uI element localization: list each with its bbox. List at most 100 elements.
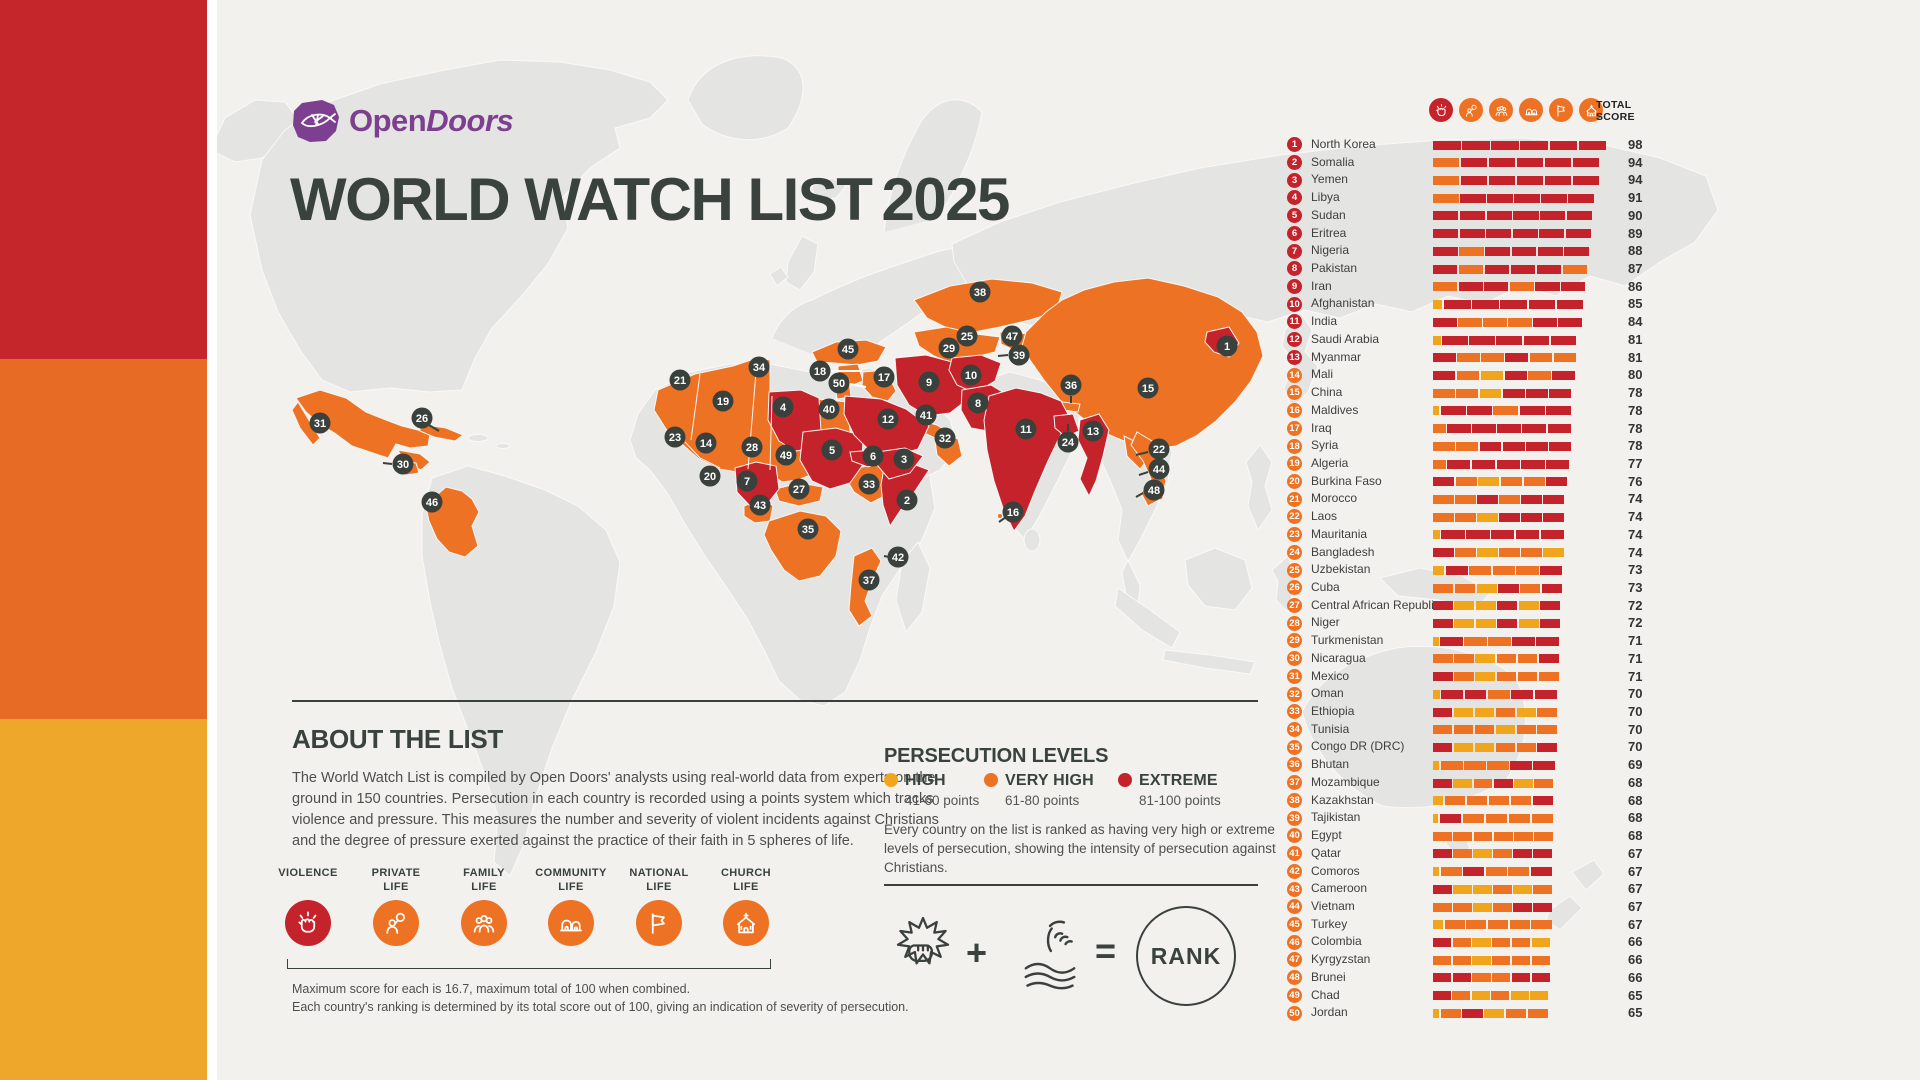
country-score: 70 bbox=[1628, 686, 1643, 702]
map-marker-28 bbox=[741, 436, 763, 458]
about-body: The World Watch List is compiled by Open… bbox=[292, 770, 939, 849]
bar-segment bbox=[1504, 370, 1527, 380]
sphere-icon-circle bbox=[373, 900, 419, 946]
map-marker-45 bbox=[837, 338, 859, 360]
bar-segment bbox=[1469, 565, 1492, 575]
country-row: 18 Syria 78 bbox=[1287, 437, 1687, 455]
score-bar bbox=[1433, 778, 1555, 788]
score-bar bbox=[1433, 707, 1558, 717]
bar-segment bbox=[1526, 388, 1548, 398]
sphere-icon-circle bbox=[548, 900, 594, 946]
bar-segment bbox=[1471, 991, 1490, 1001]
bar-segment bbox=[1441, 689, 1464, 699]
map-marker-number: 48 bbox=[1148, 485, 1160, 497]
score-bar bbox=[1433, 991, 1550, 1001]
rank-badge: 3 bbox=[1287, 172, 1302, 188]
score-bar bbox=[1433, 300, 1585, 310]
country-name: Syria bbox=[1311, 438, 1339, 453]
bar-segment bbox=[1487, 689, 1510, 699]
bar-segment bbox=[1442, 335, 1468, 345]
bar-segment bbox=[1454, 619, 1475, 629]
country-score: 70 bbox=[1628, 704, 1643, 720]
map-marker-number: 45 bbox=[842, 344, 854, 356]
country-score: 74 bbox=[1628, 491, 1643, 507]
bar-segment bbox=[1472, 300, 1499, 310]
bar-segment bbox=[1511, 937, 1531, 947]
bar-segment bbox=[1455, 477, 1477, 487]
score-bar bbox=[1433, 335, 1578, 345]
bar-segment bbox=[1433, 370, 1456, 380]
country-score: 73 bbox=[1628, 562, 1643, 578]
country-row: 1 North Korea 98 bbox=[1287, 136, 1687, 154]
map-marker-number: 31 bbox=[314, 418, 326, 430]
bar-segment bbox=[1565, 229, 1591, 239]
rank-badge: 28 bbox=[1287, 615, 1302, 631]
bar-segment bbox=[1516, 565, 1539, 575]
right-divider bbox=[884, 884, 1258, 886]
bar-segment bbox=[1533, 884, 1552, 894]
bar-segment bbox=[1443, 300, 1471, 310]
bar-segment bbox=[1433, 477, 1455, 487]
map-marker-12 bbox=[877, 408, 899, 430]
country-score: 91 bbox=[1628, 190, 1643, 206]
map-marker-number: 4 bbox=[780, 402, 787, 414]
country-score: 70 bbox=[1628, 721, 1643, 737]
rank-badge: 20 bbox=[1287, 473, 1302, 489]
rank-badge: 41 bbox=[1287, 846, 1302, 862]
map-marker-number: 38 bbox=[974, 287, 986, 299]
score-bar bbox=[1433, 530, 1565, 540]
country-row: 15 China 78 bbox=[1287, 384, 1687, 402]
bar-segment bbox=[1433, 300, 1443, 310]
flag-icon bbox=[651, 913, 665, 934]
bar-segment bbox=[1472, 955, 1491, 965]
country-name: Pakistan bbox=[1311, 261, 1358, 276]
map-marker-number: 50 bbox=[833, 378, 845, 390]
country-score: 71 bbox=[1628, 668, 1643, 684]
country-score: 65 bbox=[1628, 1005, 1643, 1021]
open-doors-logo: OpenDoors bbox=[292, 98, 712, 144]
sphere-item: FAMILY LIFE bbox=[440, 866, 528, 970]
bar-segment bbox=[1483, 317, 1507, 327]
country-row: 28 Niger 72 bbox=[1287, 614, 1687, 632]
bar-segment bbox=[1493, 406, 1519, 416]
map-marker-number: 23 bbox=[669, 432, 681, 444]
bar-segment bbox=[1452, 973, 1471, 983]
level-points: 61-80 points bbox=[1005, 793, 1080, 808]
bar-segment bbox=[1487, 760, 1509, 770]
map-marker-22 bbox=[1148, 438, 1170, 460]
score-column-icons bbox=[1429, 98, 1603, 122]
bar-segment bbox=[1464, 636, 1487, 646]
country-score: 68 bbox=[1628, 810, 1643, 826]
sphere-label-line1: PRIVATE bbox=[371, 867, 421, 879]
sphere-label-line1: NATIONAL bbox=[629, 867, 689, 879]
country-name: Mexico bbox=[1311, 668, 1350, 683]
bar-segment bbox=[1533, 760, 1556, 770]
bar-segment bbox=[1516, 158, 1544, 168]
country-name: Somalia bbox=[1311, 154, 1355, 169]
country-row: 35 Congo DR (DRC) 70 bbox=[1287, 738, 1687, 756]
rank-badge: 44 bbox=[1287, 899, 1302, 915]
country-score: 71 bbox=[1628, 650, 1643, 666]
bar-segment bbox=[1509, 282, 1534, 292]
map-marker-number: 5 bbox=[829, 445, 835, 457]
bar-segment bbox=[1491, 991, 1510, 1001]
score-bar bbox=[1433, 796, 1555, 806]
bar-segment bbox=[1433, 282, 1458, 292]
score-label: SCORE bbox=[1596, 110, 1635, 123]
bar-segment bbox=[1527, 1008, 1548, 1018]
map-marker-18 bbox=[809, 360, 831, 382]
country-row: 30 Nicaragua 71 bbox=[1287, 650, 1687, 668]
map-marker-50 bbox=[828, 372, 850, 394]
bar-segment bbox=[1492, 937, 1511, 947]
country-name: Jordan bbox=[1311, 1005, 1348, 1020]
bar-segment bbox=[1454, 601, 1475, 611]
bar-segment bbox=[1433, 530, 1440, 540]
map-marker-40 bbox=[818, 398, 840, 420]
bar-segment bbox=[1549, 441, 1571, 451]
score-bar bbox=[1433, 565, 1564, 575]
bar-segment bbox=[1556, 300, 1584, 310]
country-name: Algeria bbox=[1311, 455, 1349, 470]
country-row: 2 Somalia 94 bbox=[1287, 154, 1687, 172]
bar-segment bbox=[1549, 388, 1571, 398]
bar-segment bbox=[1510, 796, 1532, 806]
